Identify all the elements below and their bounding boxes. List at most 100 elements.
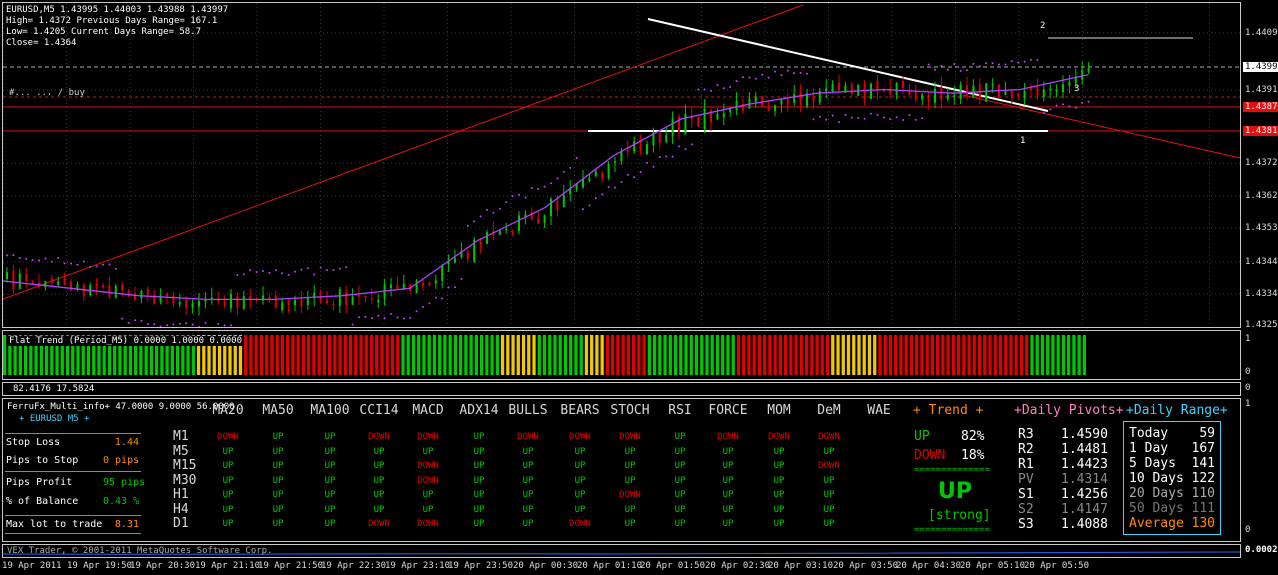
flat-trend-bar xyxy=(1030,335,1034,375)
sar-dot xyxy=(172,323,175,326)
flat-trend-bar xyxy=(149,335,153,375)
sar-dot xyxy=(300,268,303,271)
stat-label: % of Balance xyxy=(6,496,79,507)
signal-cell: DOWN xyxy=(368,432,390,442)
flat-trend-pane[interactable]: Flat Trend (Period_M5) 0.0000 1.0000 0.0… xyxy=(2,330,1241,380)
stat-value: 1.44 xyxy=(114,437,139,448)
flat-trend-bar xyxy=(427,335,431,375)
signal-cell: UP xyxy=(522,461,534,471)
signal-cell: UP xyxy=(624,446,636,457)
signal-cell: UP xyxy=(324,446,336,457)
stat-value: 0.43 % xyxy=(103,496,140,507)
sar-dot xyxy=(415,310,418,313)
flat-trend-bar xyxy=(118,335,122,375)
sar-dot xyxy=(434,296,437,299)
signal-cell: UP xyxy=(674,461,686,471)
flat-trend-bar xyxy=(804,335,809,375)
sub-indicator-pane[interactable]: 82.4176 17.5824 xyxy=(2,382,1241,396)
flat-trend-bar xyxy=(338,335,342,375)
flat-trend-bar xyxy=(464,335,468,375)
signal-cell: UP xyxy=(272,519,284,529)
flat-trend-bar xyxy=(752,335,756,375)
sar-dot xyxy=(364,315,367,318)
sar-dot xyxy=(390,312,392,315)
flat-trend-bar xyxy=(275,335,279,375)
volume-line xyxy=(3,551,1240,555)
signal-cell: UP xyxy=(674,504,686,515)
price-chart-pane[interactable]: EURUSD,M5 1.43995 1.44003 1.43988 1.4399… xyxy=(2,2,1241,328)
sar-dot xyxy=(978,65,981,68)
flat-trend-bar xyxy=(50,335,54,375)
sar-dot xyxy=(332,269,335,272)
sar-dot xyxy=(530,186,533,189)
sar-dot xyxy=(281,272,284,275)
flat-trend-bar xyxy=(595,335,599,375)
sar-dot xyxy=(121,317,124,320)
sar-dot xyxy=(89,265,92,268)
pivot-label: S1 xyxy=(1018,487,1034,502)
flat-trend-bar xyxy=(364,335,368,375)
flat-trend-bar xyxy=(553,335,557,375)
flat-trend-bar xyxy=(479,335,484,375)
flat-trend-bar xyxy=(359,335,363,375)
flat-trend-bar xyxy=(1056,335,1060,375)
flat-trend-bar xyxy=(254,335,258,375)
multi-info-pane[interactable]: FerruFx_Multi_info+ 47.0000 9.0000 56.00… xyxy=(2,398,1241,542)
flat-trend-bar xyxy=(223,335,227,375)
signal-column-header: MOM xyxy=(767,403,791,418)
sar-dot xyxy=(594,197,597,200)
signal-cell: UP xyxy=(773,490,785,500)
flat-trend-bar xyxy=(925,335,929,375)
flat-trend-bar xyxy=(490,335,494,375)
volume-line-path xyxy=(3,551,1240,555)
flat-trend-bar xyxy=(139,335,143,375)
pivot-label: PV xyxy=(1018,472,1034,487)
stats-divider xyxy=(5,471,141,472)
signal-column-header: BULLS xyxy=(508,403,548,418)
signal-cell: UP xyxy=(624,475,636,486)
signal-column-header: FORCE xyxy=(708,403,748,418)
flat-trend-axis: 1 0 xyxy=(1241,330,1278,380)
signal-column-header: MA100 xyxy=(310,403,350,418)
signal-cell: DOWN xyxy=(818,461,840,471)
flat-trend-bar xyxy=(836,335,840,375)
sar-dot xyxy=(870,112,872,115)
signal-cell: UP xyxy=(674,519,686,529)
flat-trend-bar xyxy=(710,335,714,375)
flat-trend-bar xyxy=(705,335,709,375)
flat-trend-bar xyxy=(280,335,285,375)
flat-trend-bar xyxy=(558,335,562,375)
time-axis-label: 19 Apr 20:30 xyxy=(130,561,196,571)
sar-dot xyxy=(793,72,796,75)
signal-cell: UP xyxy=(823,446,835,457)
pivot-value: 1.4147 xyxy=(1061,502,1108,517)
sar-dot xyxy=(1036,59,1039,62)
range-title: +Daily Range+ xyxy=(1126,403,1228,418)
range-label: 50 Days xyxy=(1129,501,1184,516)
flat-trend-bar xyxy=(936,335,940,375)
pivots-title: +Daily Pivots+ xyxy=(1014,403,1124,418)
timeframe-label: D1 xyxy=(173,516,189,531)
signal-cell: UP xyxy=(773,519,785,529)
range-label: 20 Days xyxy=(1129,486,1184,501)
volume-pane[interactable]: VEX Trader, © 2001-2011 MetaQuotes Softw… xyxy=(2,544,1241,558)
sar-dot xyxy=(550,182,552,185)
flat-trend-bar xyxy=(207,335,211,375)
flat-trend-bar xyxy=(663,335,667,375)
signal-cell: DOWN xyxy=(417,461,439,471)
price-tick: 1.43345 xyxy=(1245,289,1278,299)
sar-dot xyxy=(255,271,258,274)
signal-cell: UP xyxy=(722,475,734,486)
flat-trend-bar xyxy=(1004,335,1008,375)
sar-dot xyxy=(358,316,360,319)
price-chart-canvas[interactable] xyxy=(3,3,1240,327)
sar-dot xyxy=(831,114,834,117)
flat-trend-bar xyxy=(799,335,803,375)
flat-trend-bar xyxy=(904,335,908,375)
range-value: 59 xyxy=(1199,426,1215,441)
order-label[interactable]: #... ... / buy xyxy=(9,88,85,98)
flat-trend-bar xyxy=(763,335,767,375)
flat-trend-bar xyxy=(385,335,389,375)
range-label: Average xyxy=(1129,516,1184,531)
flat-trend-bar xyxy=(846,335,851,375)
